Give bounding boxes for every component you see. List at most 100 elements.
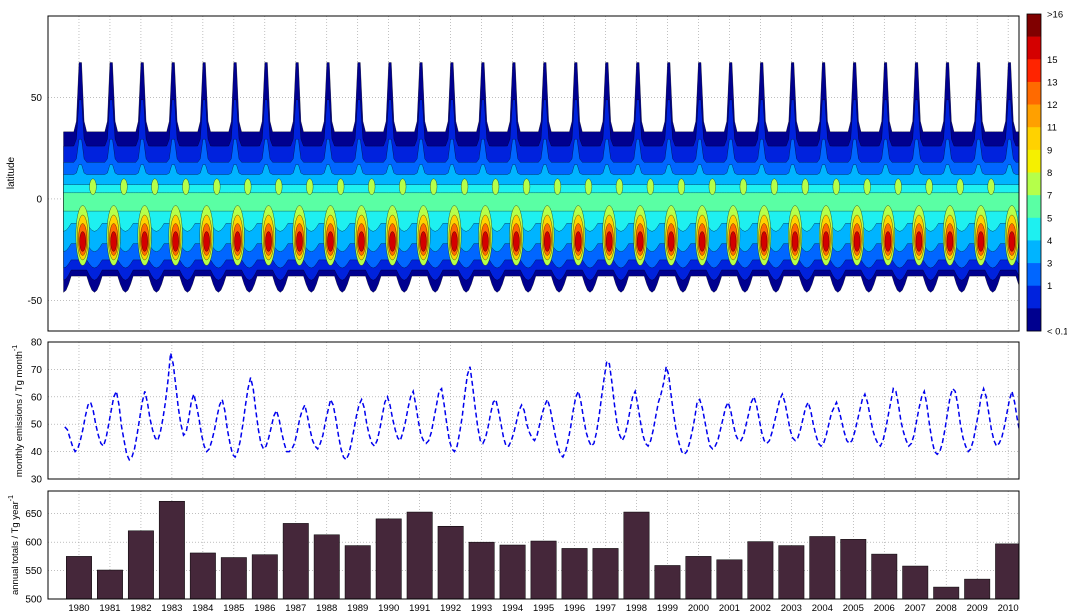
annual-bar [623,511,650,599]
colorbar-block [1027,81,1041,105]
colorbar-block [1027,14,1041,37]
year-tick-label: 1982 [130,603,151,614]
colorbar-block [1027,308,1041,332]
emission-hotspot [275,178,283,195]
colorbar-frame [1026,13,1042,332]
annual-bar [995,543,1019,599]
annual-ylabel-sup: -1 [8,495,15,501]
emission-hotspot [760,231,768,252]
annual-ylabel-text: annual totals / Tg year [10,501,21,595]
annual-bar [871,553,898,599]
emission-hotspot [306,178,314,195]
annual-ylabel: annual totals / Tg year-1 [8,495,21,595]
emission-hotspot [667,231,675,252]
year-tick-label: 1981 [99,603,120,614]
emission-hotspot [553,178,562,195]
colorbar-block [1027,36,1041,60]
emission-hotspot [213,178,221,195]
colorbar-block [1027,240,1041,264]
monthly-emissions-series [64,352,1019,462]
emission-hotspot [1008,231,1016,252]
emission-hotspot [110,231,117,252]
colorbar-block [1027,172,1041,196]
year-tick-label: 1991 [409,603,430,614]
heatmap-ytick: -50 [28,296,43,307]
monthly-ytick: 30 [31,475,43,486]
year-tick-label: 1986 [254,603,275,614]
emission-hotspot [729,231,737,252]
year-tick-label: 1995 [533,603,554,614]
colorbar-block [1027,285,1041,309]
annual-bar [592,548,619,599]
colorbar-label: 12 [1047,100,1058,111]
emission-hotspot [575,231,582,252]
colorbar-label: 15 [1047,55,1058,66]
emission-hotspot [327,231,334,252]
monthly-ylabel: monthly emissions / Tg month-1 [12,345,25,477]
emission-hotspot [863,178,871,195]
colorbar-block [1027,195,1041,219]
heatmap-frame [47,15,1020,332]
emission-hotspot [451,231,458,252]
emission-hotspot [420,231,427,252]
emission-hotspot [584,178,593,195]
year-tick-label: 1999 [657,603,678,614]
year-tick-label: 2006 [874,603,895,614]
colorbar-block [1027,127,1041,151]
emission-hotspot [987,178,995,195]
monthly-ylabel-text: monthly emissions / Tg month [14,351,25,477]
year-tick-label: 2010 [998,603,1019,614]
year-tick-label: 2007 [905,603,926,614]
monthly-ytick: 50 [31,420,43,431]
monthly-ytick: 60 [31,392,43,403]
annual-frame [47,490,1020,600]
emission-hotspot [234,231,241,252]
annual-bar [220,557,247,599]
year-tick-label: 2002 [750,603,771,614]
emission-hotspot [389,231,396,252]
year-tick-label: 2001 [719,603,740,614]
heatmap-ytick: 50 [31,93,43,104]
annual-bar [654,565,681,599]
emission-band [63,192,1019,212]
colorbar: >16 15 13 12 11 9 8 7 5 4 3 1 < 0.1 [1026,10,1067,338]
annual-bar [66,556,92,599]
annual-bar [902,565,929,599]
monthly-ylabel-sup: -1 [12,345,19,351]
year-tick-label: 2005 [843,603,864,614]
emission-hotspot [482,231,489,252]
colorbar-label: 4 [1047,236,1052,247]
emission-hotspot [265,231,272,252]
heatmap-bands [63,62,1019,293]
annual-bar [375,518,402,599]
year-tick-label: 1997 [595,603,616,614]
colorbar-block [1027,149,1041,173]
annual-bar [313,534,340,599]
monthly-frame [47,341,1020,480]
monthly-ytick: 40 [31,447,43,458]
emission-hotspot [337,178,345,195]
emission-hotspot [925,178,933,195]
annual-ytick: 650 [25,509,42,520]
year-tick-label: 2000 [688,603,709,614]
emission-hotspot [358,231,365,252]
annual-bar [96,569,123,599]
heatmap-ylabel: latitude [6,156,17,189]
year-tick-label: 2003 [781,603,802,614]
year-tick-label: 2008 [936,603,957,614]
annual-bar [840,539,867,599]
year-tick-label: 1990 [378,603,399,614]
emission-hotspot [120,178,128,195]
emission-hotspot [368,178,376,195]
annual-bar [716,559,743,599]
emission-hotspot [172,231,179,252]
annual-ytick: 600 [25,538,42,549]
emission-hotspot [544,231,551,252]
emission-hotspot [606,231,613,252]
year-tick-label: 1983 [161,603,182,614]
year-tick-label: 1992 [440,603,461,614]
emission-hotspot [615,178,624,195]
annual-bar [778,545,805,599]
emission-hotspot [461,178,469,195]
colorbar-block [1027,263,1041,287]
